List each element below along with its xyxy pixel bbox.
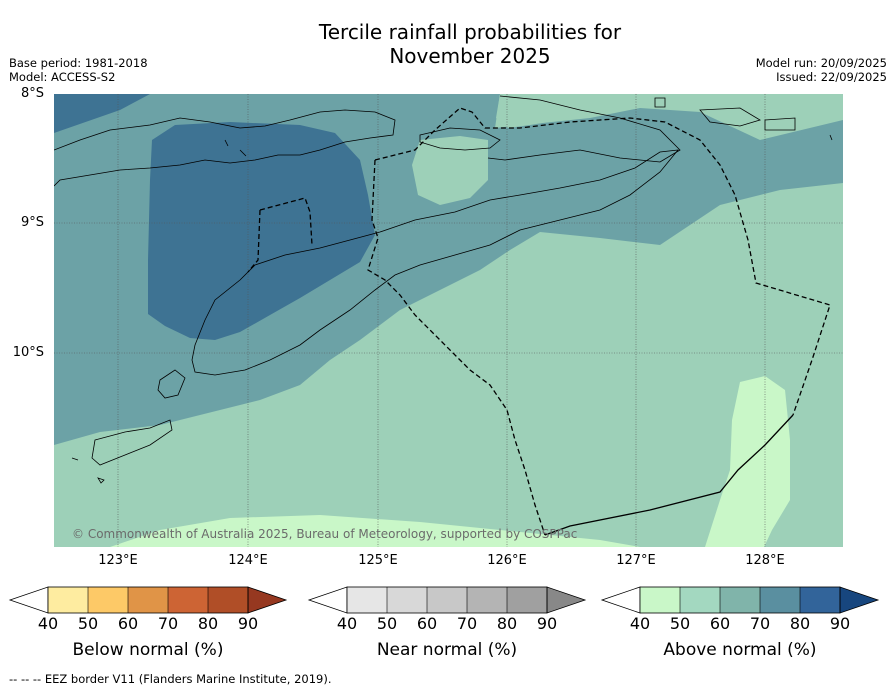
probability-zone-above-50-inner [412, 136, 488, 205]
base-period: Base period: 1981-2018 [9, 56, 148, 70]
colorbar-max-extend [839, 586, 880, 614]
colorbar-tick-label: 40 [629, 614, 651, 633]
colorbar-tick-label: 40 [336, 614, 358, 633]
colorbar-segment [48, 587, 88, 613]
colorbar-segment [640, 587, 680, 613]
colorbar-tick-label: 50 [376, 614, 398, 633]
colorbar-max-extend [247, 586, 288, 614]
coastline-wetar [487, 95, 681, 163]
model-name: Model: ACCESS-S2 [9, 70, 116, 84]
colorbar-label-near: Near normal (%) [376, 640, 518, 660]
lon-label-127e: 127°E [616, 553, 656, 568]
eez-footnote: -- -- -- EEZ border V11 (Flanders Marine… [9, 672, 332, 686]
colorbar-segment [128, 587, 168, 613]
colorbar-tick-label: 40 [37, 614, 59, 633]
issued-date: Issued: 22/09/2025 [776, 70, 887, 84]
map-title: Tercile rainfall probabilities for Novem… [0, 20, 896, 68]
colorbar-segment [467, 587, 507, 613]
coastline-flores [54, 109, 396, 187]
coastline-timor [191, 149, 679, 376]
lon-label-125e: 125°E [358, 553, 398, 568]
colorbar-tick-label: 70 [456, 614, 478, 633]
probability-zone-above-50-north [496, 94, 592, 128]
colorbar-tick-label: 80 [197, 614, 219, 633]
graticule [54, 94, 843, 547]
probability-zone-above-70 [54, 94, 375, 340]
colorbar-segment [347, 587, 387, 613]
title-line-1: Tercile rainfall probabilities for [318, 20, 622, 44]
colorbar-tick-label: 70 [749, 614, 771, 633]
eez-border [247, 107, 831, 536]
colorbar-segment [387, 587, 427, 613]
colorbar-outline [346, 586, 548, 614]
lat-label-9s: 9°S [20, 215, 44, 230]
colorbar-segment [720, 587, 760, 613]
lon-label-126e: 126°E [487, 553, 527, 568]
colorbar-tick-label: 80 [789, 614, 811, 633]
attribution-text: © Commonwealth of Australia 2025, Bureau… [72, 527, 577, 541]
colorbar-segment [168, 587, 208, 613]
colorbar-tick-label: 90 [536, 614, 558, 633]
coastline-small-islands [71, 139, 247, 484]
colorbar-label-above: Above normal (%) [663, 640, 817, 660]
colorbar-tick-label: 90 [237, 614, 259, 633]
colorbar-segment [427, 587, 467, 613]
meta-left: Base period: 1981-2018 Model: ACCESS-S2 [9, 56, 148, 84]
colorbar-tick-label: 50 [669, 614, 691, 633]
map-area: © Commonwealth of Australia 2025, Bureau… [54, 94, 843, 547]
colorbar-tick-label: 60 [117, 614, 139, 633]
colorbar-outline [47, 586, 249, 614]
colorbar-segment [680, 587, 720, 613]
colorbar-min-extend [8, 586, 49, 614]
colorbar-label-below: Below normal (%) [72, 640, 224, 660]
colorbar-max-extend [546, 586, 587, 614]
eez-border-solid [544, 414, 794, 536]
model-run: Model run: 20/09/2025 [755, 56, 887, 70]
colorbar-tick-label: 50 [77, 614, 99, 633]
colorbar-segment [208, 587, 248, 613]
colorbar-min-extend [307, 586, 348, 614]
lon-label-128e: 128°E [745, 553, 785, 568]
lon-label-124e: 124°E [228, 553, 268, 568]
coastline-sumba [91, 419, 173, 466]
colorbar-segment [760, 587, 800, 613]
probability-zone-above-40-south [110, 515, 640, 547]
meta-right: Model run: 20/09/2025 Issued: 22/09/2025 [756, 56, 887, 84]
colorbar-tick-label: 90 [829, 614, 851, 633]
title-line-2: November 2025 [389, 44, 551, 68]
colorbar-segment [507, 587, 547, 613]
colorbar-above-normal [600, 586, 880, 614]
colorbar-segment [800, 587, 840, 613]
lat-label-8s: 8°S [20, 86, 44, 101]
coastline-east-islands [654, 97, 833, 141]
coastline-rote [157, 369, 186, 399]
lat-label-10s: 10°S [12, 345, 44, 360]
lon-label-123e: 123°E [98, 553, 138, 568]
colorbar-below-normal [8, 586, 288, 614]
coastlines [54, 95, 833, 484]
colorbar-near-normal [307, 586, 587, 614]
colorbar-segment [88, 587, 128, 613]
colorbar-tick-label: 60 [416, 614, 438, 633]
colorbar-tick-label: 60 [709, 614, 731, 633]
colorbar-outline [639, 586, 841, 614]
colorbar-tick-label: 80 [496, 614, 518, 633]
colorbar-tick-label: 70 [157, 614, 179, 633]
coastline-alor [419, 127, 501, 151]
colorbar-min-extend [600, 586, 641, 614]
